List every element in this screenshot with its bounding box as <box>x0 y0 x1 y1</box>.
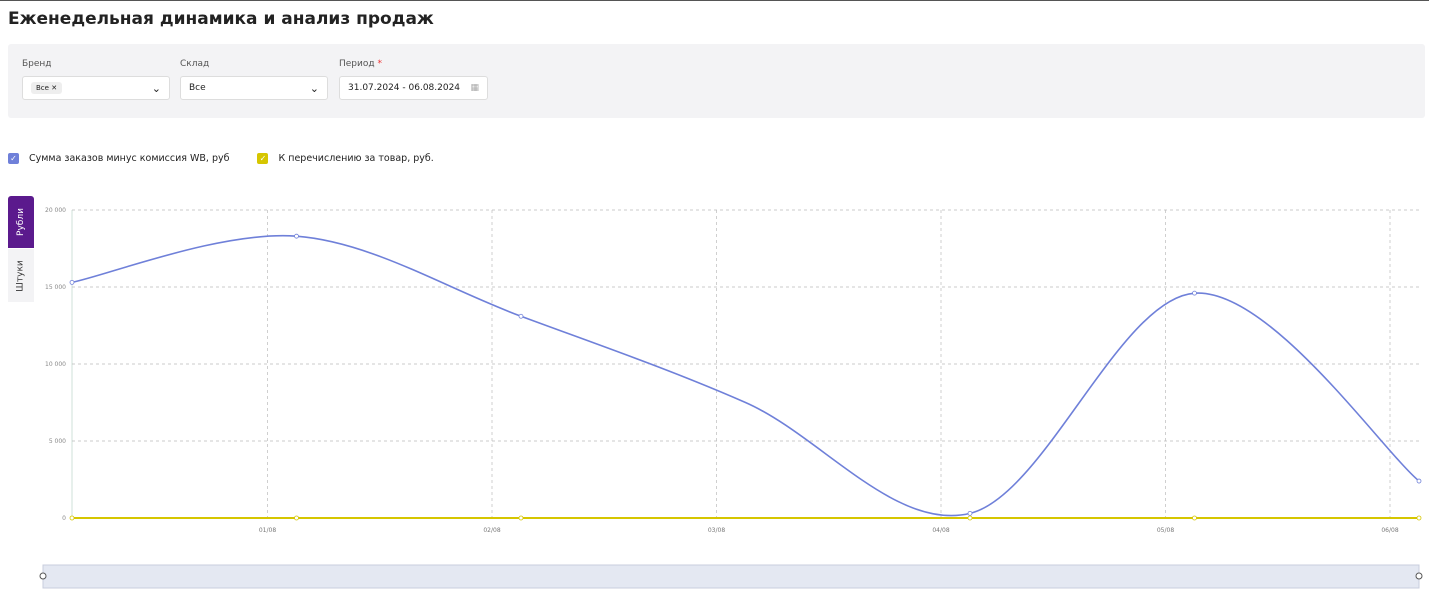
warehouse-select[interactable]: Все ⌄ <box>180 76 328 100</box>
top-border <box>0 0 1429 1</box>
tab-pieces[interactable]: Штуки <box>8 249 34 302</box>
legend-label: К перечислению за товар, руб. <box>278 153 434 164</box>
x-tick-label: 03/08 <box>708 527 725 534</box>
legend-checkbox[interactable]: ✓ <box>257 153 269 164</box>
calendar-icon: ▦ <box>470 83 479 93</box>
required-mark: * <box>377 59 382 69</box>
chip[interactable]: Все ✕ <box>31 82 63 94</box>
point <box>294 515 299 521</box>
navigator-handle <box>39 572 47 580</box>
period-input[interactable]: 31.07.2024 - 06.08.2024 ▦ <box>339 76 488 100</box>
point <box>518 313 524 319</box>
filter-panel: Бренд Все ✕ ⌄ Склад Все ⌄ Период * 31.07.… <box>8 44 1425 118</box>
series-line <box>71 234 1420 517</box>
point <box>1416 515 1422 521</box>
legend-checkbox[interactable]: ✓ <box>8 153 19 164</box>
chevron: ⌄ <box>151 81 161 95</box>
brand-select[interactable]: Все ✕ ⌄ <box>22 76 170 100</box>
chip-text: Все <box>36 84 49 92</box>
y-tick-label: 15 000 <box>45 284 66 291</box>
point <box>294 233 299 239</box>
x-tick-label: 06/08 <box>1381 527 1398 534</box>
x-tick-label: 02/08 <box>483 527 500 534</box>
x-tick-label: 01/08 <box>259 527 276 534</box>
label-text: Период <box>339 59 375 69</box>
navigator <box>42 564 1420 589</box>
legend-label: Сумма заказов минус комиссия WB, руб <box>29 153 230 164</box>
point <box>518 515 524 521</box>
y-tick-label: 20 000 <box>45 207 66 214</box>
chart: 0 5 000 10 000 15 000 20 000 01/08 02/08 03/08 0… <box>39 207 1423 589</box>
point <box>1192 515 1197 521</box>
x-tick-label: 04/08 <box>932 527 949 534</box>
input-value: 31.07.2024 - 06.08.2024 <box>348 83 461 93</box>
point <box>967 515 973 521</box>
legend-item[interactable]: ✓ Сумма заказов минус комиссия WB, руб <box>8 153 229 164</box>
y-tick-label: 10 000 <box>45 361 66 368</box>
y-tick-label: 5 000 <box>49 438 66 445</box>
page-title: Еженедельная динамика и анализ продаж <box>8 9 434 29</box>
legend-item[interactable]: ✓ К перечислению за товар, руб. <box>257 153 434 164</box>
point <box>1192 290 1197 296</box>
chevron: ⌄ <box>309 81 319 95</box>
tab-rubles[interactable]: Рубли <box>8 196 34 248</box>
point <box>1416 478 1422 484</box>
point <box>69 279 75 285</box>
filter-label: Бренд <box>22 59 52 69</box>
navigator-handle <box>1415 572 1423 580</box>
select-value: Все <box>189 83 206 93</box>
filter-label: Склад <box>180 59 210 69</box>
legend: ✓ Сумма заказов минус комиссия WB, руб ✓ К … <box>8 153 462 164</box>
y-tick-label: 0 <box>62 515 66 522</box>
point <box>967 510 973 516</box>
filter-label: Период * <box>339 59 382 69</box>
point <box>69 515 75 521</box>
x-tick-label: 05/08 <box>1157 527 1174 534</box>
